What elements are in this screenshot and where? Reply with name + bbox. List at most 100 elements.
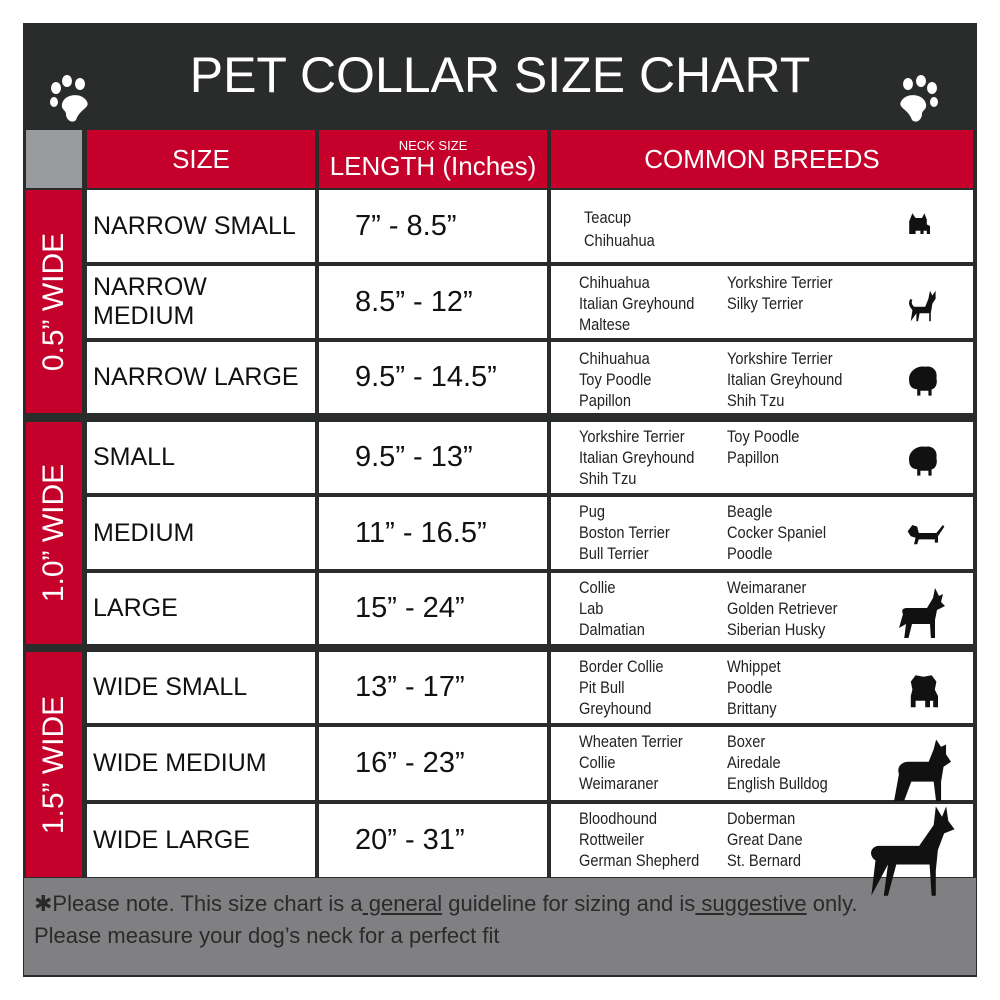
breeds-column-1: Bloodhound Rottweiler German Shepherd	[579, 808, 699, 871]
header-length-main: LENGTH (Inches)	[329, 151, 537, 181]
breed-name: Doberman	[727, 809, 796, 828]
length-cell: 16” - 23”	[319, 727, 547, 800]
breeds-column-1: Wheaten Terrier Collie Weimaraner	[579, 731, 683, 794]
breeds-column-1: Chihuahua Italian Greyhound Maltese	[579, 272, 694, 335]
note-emphasis-general: general	[362, 891, 443, 916]
breed-name: Lab	[579, 599, 604, 618]
shepherd-silhouette-icon	[899, 587, 945, 638]
breeds-cell: Pug Boston Terrier Bull Terrier Beagle Cocke…	[551, 497, 973, 569]
breed-name: Rottweiler	[579, 830, 645, 849]
breed-name: Pit Bull	[579, 678, 625, 697]
breed-name: Italian Greyhound	[727, 370, 843, 389]
breed-name: Bull Terrier	[579, 544, 649, 563]
breed-name: Greyhound	[579, 699, 652, 718]
page-title: PET COLLAR SIZE CHART	[189, 47, 811, 103]
breeds-column-1: Collie Lab Dalmatian	[579, 577, 645, 640]
breed-name: Shih Tzu	[579, 469, 637, 488]
note-text: ✱Please note. This size chart is a	[34, 891, 363, 916]
breeds-column-1: Yorkshire Terrier Italian Greyhound Shih T…	[579, 426, 694, 489]
breed-name: Poodle	[727, 544, 773, 563]
breed-name: Collie	[579, 753, 616, 772]
note-emphasis-suggestive: suggestive	[695, 891, 807, 916]
breeds-cell: Teacup Chihuahua	[551, 190, 973, 262]
note-line-2: Please measure your dog’s neck for a per…	[34, 923, 500, 948]
breed-name: German Shepherd	[579, 851, 700, 870]
dachshund-silhouette-icon	[907, 525, 945, 545]
length-cell: 7” - 8.5”	[319, 190, 547, 262]
width-group-text: 0.5” WIDE	[37, 232, 70, 371]
breeds-column-2: Beagle Cocker Spaniel Poodle	[727, 501, 826, 564]
breed-name: English Bulldog	[727, 774, 828, 793]
breeds-column-2: Toy Poodle Papillon	[727, 426, 799, 468]
breed-name: Italian Greyhound	[579, 448, 695, 467]
breed-name: Maltese	[579, 315, 631, 334]
breed-name: Boston Terrier	[579, 523, 670, 542]
note-text: only.	[806, 891, 858, 916]
breed-name: Yorkshire Terrier	[727, 349, 833, 368]
length-cell: 11” - 16.5”	[319, 497, 547, 569]
breed-name: St. Bernard	[727, 851, 801, 870]
pomeranian-silhouette-icon	[909, 445, 937, 476]
breeds-column-1: Chihuahua Toy Poodle Papillon	[579, 348, 651, 411]
breed-name: Cocker Spaniel	[727, 523, 827, 542]
header-length-sub: NECK SIZE	[398, 138, 468, 153]
breed-name: Pug	[579, 502, 606, 521]
size-cell: WIDE LARGE	[87, 804, 315, 877]
size-cell: WIDE SMALL	[87, 652, 315, 723]
size-cell: WIDE MEDIUM	[87, 727, 315, 800]
breed-name: Great Dane	[727, 830, 803, 849]
length-cell: 15” - 24”	[319, 573, 547, 644]
length-cell: 9.5” - 14.5”	[319, 342, 547, 413]
breeds-column-2: Boxer Airedale English Bulldog	[727, 731, 828, 794]
breed-name: Border Collie	[579, 657, 664, 676]
footer-note: ✱Please note. This size chart is a gener…	[24, 878, 976, 975]
breed-name: Dalmatian	[579, 620, 645, 639]
breed-name: Beagle	[727, 502, 773, 521]
yorkie-silhouette-icon	[909, 213, 930, 234]
breeds-cell: Bloodhound Rottweiler German Shepherd Dober…	[551, 804, 973, 896]
breed-name: Poodle	[727, 678, 773, 697]
breed-name: Italian Greyhound	[579, 294, 695, 313]
breed-name: Wheaten Terrier	[579, 732, 683, 751]
header-size: SIZE	[87, 130, 315, 188]
breeds-column-2: Yorkshire Terrier Italian Greyhound Shih T…	[727, 348, 842, 411]
size-cell: NARROW LARGE	[87, 342, 315, 413]
chihuahua-silhouette-icon	[909, 290, 936, 322]
breeds-cell: Collie Lab Dalmatian Weimaraner Golden Retri…	[551, 573, 973, 644]
paw-print-icon	[900, 75, 938, 122]
header-length: NECK SIZE LENGTH (Inches)	[319, 130, 547, 188]
width-group-label: 1.5” WIDE	[26, 652, 82, 877]
size-cell: LARGE	[87, 573, 315, 644]
width-group-label: 0.5” WIDE	[26, 190, 82, 413]
breeds-column-1: Border Collie Pit Bull Greyhound	[579, 656, 664, 719]
breed-name: Papillon	[727, 448, 780, 467]
length-cell: 8.5” - 12”	[319, 266, 547, 338]
breed-name: Shih Tzu	[727, 391, 785, 410]
length-cell: 9.5” - 13”	[319, 422, 547, 493]
paw-print-icon	[50, 75, 88, 122]
breed-name: Teacup	[584, 208, 632, 227]
width-group-text: 1.5” WIDE	[37, 695, 70, 834]
note-text: guideline for sizing and is	[442, 891, 696, 916]
breed-name: Weimaraner	[579, 774, 659, 793]
breed-name: Weimaraner	[727, 578, 807, 597]
doberman-silhouette-icon	[871, 806, 955, 896]
width-group-text: 1.0” WIDE	[37, 463, 70, 603]
width-group-label: 1.0” WIDE	[26, 422, 82, 644]
breeds-column-1: Teacup Chihuahua	[584, 206, 655, 252]
title-bar: PET COLLAR SIZE CHART	[24, 24, 976, 128]
length-cell: 20” - 31”	[319, 804, 547, 877]
breed-name: Chihuahua	[579, 349, 650, 368]
size-cell: SMALL	[87, 422, 315, 493]
breeds-cell: Chihuahua Toy Poodle Papillon Yorkshire Ter…	[551, 342, 973, 413]
breeds-column-2: Doberman Great Dane St. Bernard	[727, 808, 803, 871]
size-cell: NARROW MEDIUM	[87, 266, 315, 338]
header-breeds: COMMON BREEDS	[551, 130, 973, 188]
breed-name: Golden Retriever	[727, 599, 838, 618]
breed-name: Brittany	[727, 699, 777, 718]
breed-name: Bloodhound	[579, 809, 658, 828]
breed-name: Whippet	[727, 657, 781, 676]
breed-name: Toy Poodle	[727, 427, 800, 446]
bulldog-silhouette-icon	[910, 674, 938, 707]
breed-name: Siberian Husky	[727, 620, 826, 639]
